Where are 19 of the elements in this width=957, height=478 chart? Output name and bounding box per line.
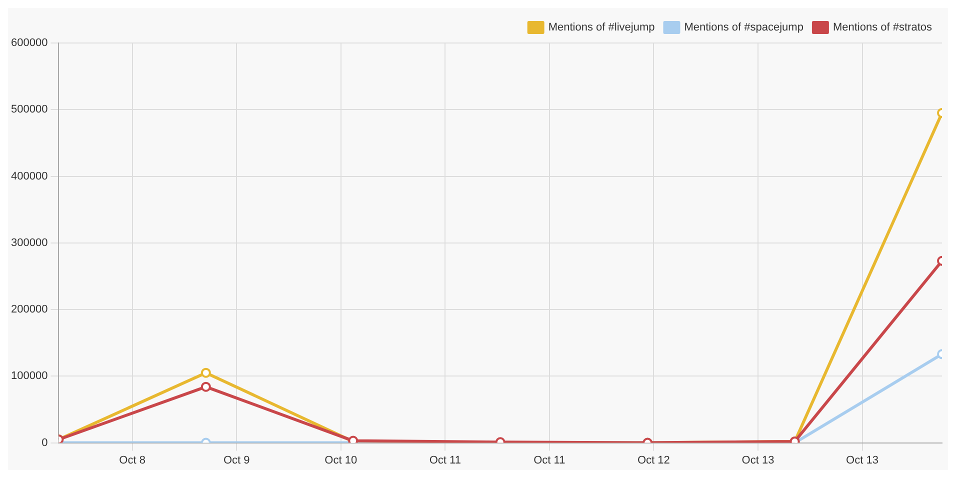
y-tick-label: 300000 — [10, 236, 48, 249]
y-tick-label: 200000 — [10, 304, 48, 316]
y-tick-label: 400000 — [10, 170, 48, 182]
legend-label: Mentions of #spacejump — [684, 22, 804, 34]
legend-label: Mentions of #livejump — [548, 22, 655, 34]
x-tick-label: Oct 12 — [638, 454, 670, 466]
x-tick-label: Oct 11 — [534, 454, 566, 466]
y-tick-label: 100000 — [10, 370, 48, 382]
point — [200, 382, 211, 392]
x-tick-label: Oct 9 — [223, 454, 250, 466]
x-tick-label: Oct 13 — [742, 454, 774, 466]
y-tick-label: 500000 — [10, 104, 48, 116]
legend-label: Mentions of #stratos — [832, 22, 932, 34]
x-tick-label: Oct 10 — [324, 454, 358, 466]
x-tick-label: Oct 13 — [846, 454, 878, 466]
x-tick-label: Oct 8 — [119, 454, 146, 466]
y-tick-label: 0 — [42, 436, 48, 449]
y-tick-label: 600000 — [10, 37, 48, 50]
x-tick-label: Oct 11 — [429, 454, 461, 466]
